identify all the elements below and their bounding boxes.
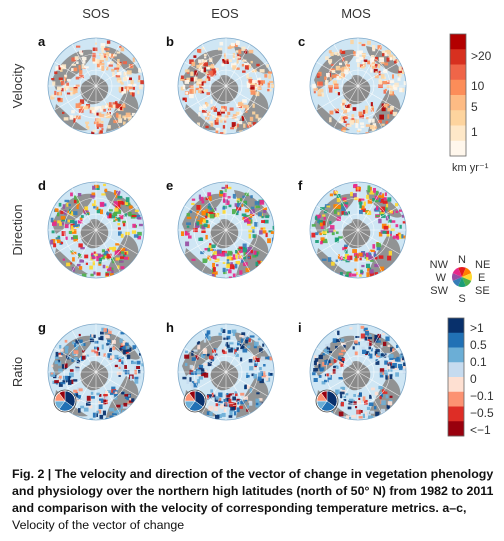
- ratio-swatch-7: [448, 406, 464, 422]
- velocity-swatch-1: [450, 34, 466, 50]
- ratio-tick-4: 0: [470, 372, 477, 386]
- velocity-swatch-7: [450, 125, 466, 142]
- dir-label-ne: NE: [475, 259, 490, 271]
- velocity-tick-3: 5: [471, 100, 478, 114]
- direction-wedge-3: [462, 273, 473, 281]
- velocity-swatch-5: [450, 95, 466, 111]
- velocity-tick-4: 1: [471, 125, 478, 139]
- velocity-tick-2: 10: [471, 79, 485, 93]
- dir-label-se: SE: [475, 285, 490, 297]
- dir-label-s: S: [458, 293, 465, 305]
- ratio-tick-1: >1: [470, 321, 484, 335]
- map-panel-h: [177, 323, 275, 421]
- column-header-eos: EOS: [211, 6, 239, 21]
- map-panel-b: [177, 37, 275, 135]
- velocity-swatch-4: [450, 79, 466, 96]
- direction-wedge-6: [452, 277, 462, 287]
- map-panels: [47, 37, 407, 421]
- panel-letter-f: f: [298, 178, 303, 193]
- panel-letter-d: d: [38, 178, 46, 193]
- dir-label-w: W: [436, 272, 447, 284]
- dir-label-nw: NW: [430, 259, 449, 271]
- map-panel-a: [47, 37, 145, 135]
- panel-letter-c: c: [298, 34, 305, 49]
- map-panel-i: [309, 323, 407, 421]
- ratio-swatch-2: [448, 332, 464, 348]
- figure-caption: Fig. 2 | The velocity and direction of t…: [12, 466, 498, 534]
- ratio-pie-i: [315, 389, 339, 413]
- dir-label-e: E: [478, 272, 485, 284]
- direction-wedge-1: [458, 266, 466, 277]
- ratio-tick-6: −0.5: [470, 406, 494, 420]
- direction-wedge-4: [462, 277, 472, 287]
- caption-tail: Velocity of the vector of change: [12, 518, 185, 532]
- direction-wedge-8: [452, 267, 462, 277]
- ratio-tick-3: 0.1: [470, 355, 487, 369]
- map-panel-d: [47, 181, 145, 279]
- direction-wedge-7: [451, 273, 462, 281]
- ratio-tick-2: 0.5: [470, 338, 487, 352]
- ratio-swatch-5: [448, 377, 464, 393]
- caption-lead: Fig. 2 | The velocity and direction of t…: [12, 467, 494, 515]
- panel-letter-g: g: [38, 320, 46, 335]
- velocity-swatch-6: [450, 110, 466, 126]
- ratio-swatch-3: [448, 347, 464, 363]
- direction-wedge-2: [462, 267, 472, 277]
- velocity-tick-1: >20: [471, 49, 492, 63]
- map-panel-e: [177, 181, 275, 279]
- row-label-direction: Direction: [10, 204, 25, 255]
- ratio-tick-7: <−1: [470, 423, 491, 437]
- panel-letter-b: b: [166, 34, 174, 49]
- direction-wedge-5: [458, 277, 466, 288]
- velocity-swatch-8: [450, 140, 466, 157]
- ratio-swatch-1: [448, 318, 464, 334]
- dir-label-sw: SW: [430, 285, 448, 297]
- velocity-unit: km yr⁻¹: [452, 162, 489, 174]
- ratio-swatch-6: [448, 391, 464, 407]
- map-panel-c: [309, 37, 407, 135]
- panel-letter-a: a: [38, 34, 46, 49]
- direction-wheel-legend: N NE E SE S SW W NW: [430, 254, 491, 305]
- column-header-sos: SOS: [82, 6, 110, 21]
- ratio-swatch-8: [448, 421, 464, 437]
- dir-label-n: N: [458, 254, 466, 266]
- velocity-swatch-3: [450, 64, 466, 81]
- row-label-ratio: Ratio: [10, 357, 25, 387]
- velocity-colorbar: >20 10 5 1 km yr⁻¹: [449, 33, 492, 174]
- ratio-swatch-4: [448, 362, 464, 378]
- ratio-pie-h: [183, 389, 207, 413]
- map-panel-f: [309, 181, 407, 279]
- panel-letter-e: e: [166, 178, 173, 193]
- panel-letter-h: h: [166, 320, 174, 335]
- map-panel-g: [47, 323, 145, 421]
- ratio-colorbar: >1 0.5 0.1 0 −0.1 −0.5 <−1: [447, 317, 494, 437]
- row-label-velocity: Velocity: [10, 63, 25, 108]
- velocity-swatch-2: [450, 49, 466, 65]
- column-header-mos: MOS: [341, 6, 371, 21]
- ratio-tick-5: −0.1: [470, 389, 494, 403]
- ratio-pie-g: [53, 389, 77, 413]
- panel-letter-i: i: [298, 320, 302, 335]
